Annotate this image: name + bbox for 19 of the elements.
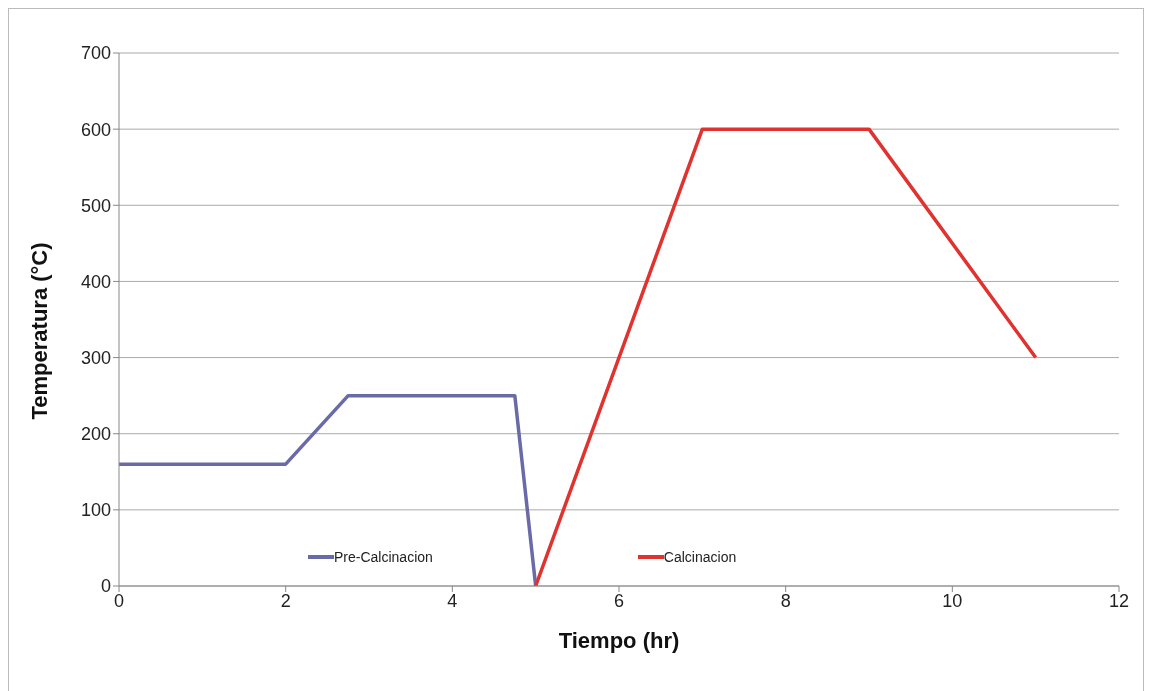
x-tick-label: 2 [280,590,291,611]
y-tick-label: 200 [80,424,111,445]
x-tick-label: 12 [1108,590,1130,611]
x-tick-label: 4 [447,590,458,611]
x-tick-label: 6 [613,590,625,611]
y-tick-label: 0 [100,576,111,597]
x-axis-title: Tiempo (hr) [558,628,680,653]
y-tick-label: 100 [80,500,111,521]
y-tick-label: 600 [80,119,111,140]
y-tick-label: 300 [80,347,111,368]
y-tick-label: 700 [80,43,111,64]
legend-label: Calcinacion [663,549,737,565]
x-tick-label: 8 [780,590,791,611]
y-tick-label: 500 [80,195,111,216]
x-tick-label: 0 [113,590,125,611]
y-tick-label: 400 [80,271,111,292]
x-tick-label: 10 [942,590,963,611]
y-axis-title: Temperatura (°C) [26,242,52,420]
legend-label: Pre-Calcinacion [334,549,433,565]
